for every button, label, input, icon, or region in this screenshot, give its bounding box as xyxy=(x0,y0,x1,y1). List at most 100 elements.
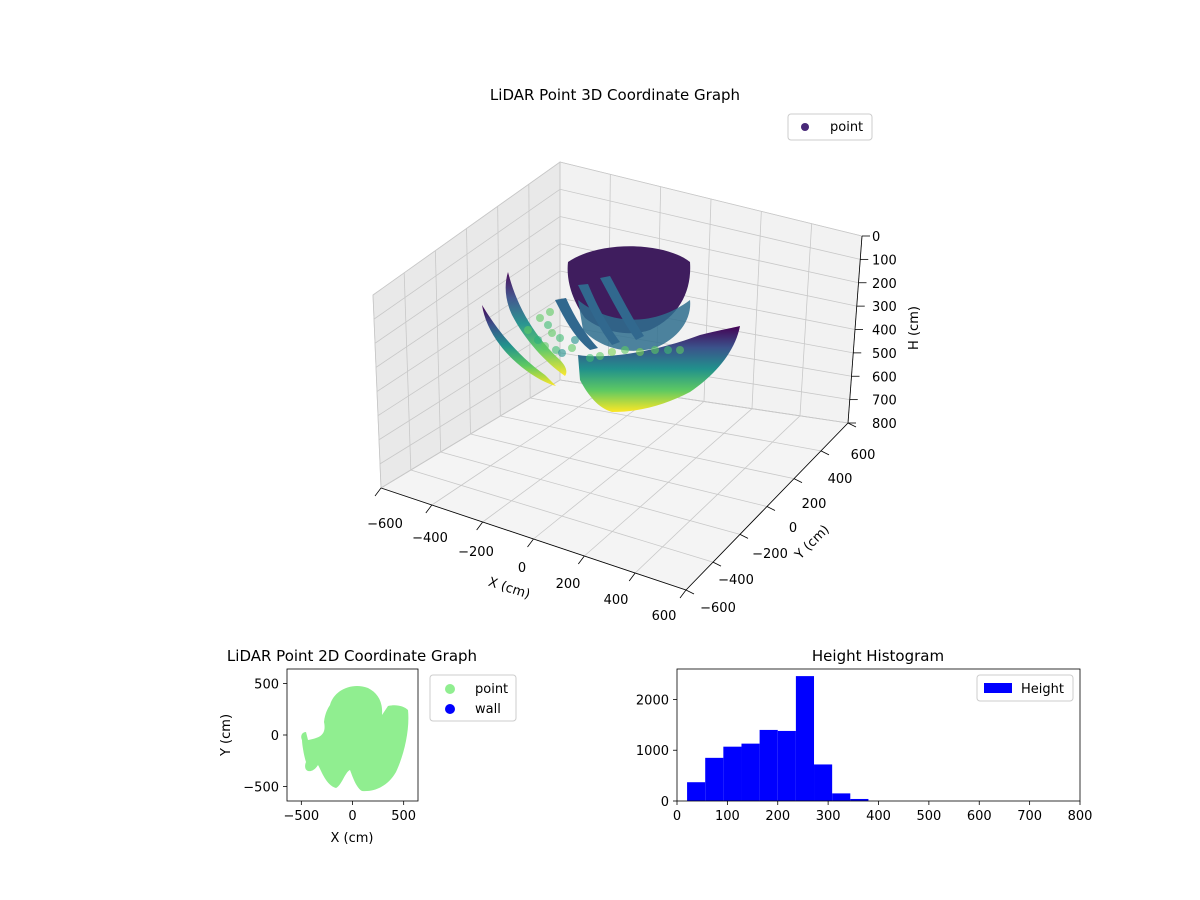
legend-2d: point wall xyxy=(429,674,517,722)
legend-3d: point xyxy=(787,113,873,141)
histogram-bars xyxy=(687,676,869,801)
x-tick-3d xyxy=(374,487,382,497)
y-tick-label-3d: 600 xyxy=(851,448,876,463)
histogram-title: Height Histogram xyxy=(812,647,944,665)
y-tick-3d xyxy=(685,589,695,595)
point-cloud-2d xyxy=(301,685,409,792)
legend-hist-label: Height xyxy=(1021,682,1064,697)
y-axis-label-3d: Y (cm) xyxy=(792,522,833,563)
y-tick-3d xyxy=(766,506,776,511)
x-tick-3d xyxy=(476,521,483,531)
x-tick-label-3d: 600 xyxy=(652,609,677,624)
scatter-point-3d xyxy=(552,346,560,354)
legend-2d-label-point: point xyxy=(475,682,508,697)
scatter-point-3d xyxy=(524,326,532,334)
histogram-bar xyxy=(777,730,796,801)
scatter-point-3d xyxy=(568,344,576,352)
histogram-bar xyxy=(705,757,724,801)
histogram-bar xyxy=(850,798,869,801)
scatter-point-3d xyxy=(544,321,552,329)
scatter-dots-3d xyxy=(524,308,684,362)
histogram-bar xyxy=(795,676,815,801)
histogram-bar xyxy=(814,764,833,801)
legend-hist-box xyxy=(976,674,1074,702)
histogram-bar xyxy=(832,793,851,801)
y-axis-label-2d: Y (cm) xyxy=(219,714,234,757)
y-tick-label-3d: 400 xyxy=(828,472,853,487)
scatter-point-3d xyxy=(636,348,644,356)
x-tick-label-hist: 600 xyxy=(967,809,992,824)
x-tick-label-2d: 500 xyxy=(391,809,416,824)
legend-3d-marker xyxy=(801,123,809,131)
legend-3d-label: point xyxy=(830,120,863,135)
legend-hist-swatch xyxy=(984,683,1012,693)
scatter-point-3d xyxy=(608,348,616,356)
chart-2d: LiDAR Point 2D Coordinate Graph −500 0 500… xyxy=(219,647,517,846)
legend-2d-marker-point xyxy=(445,684,455,694)
z-axis-label-3d: H (cm) xyxy=(907,306,922,350)
x-tick-label-hist: 0 xyxy=(673,809,681,824)
chart-2d-title: LiDAR Point 2D Coordinate Graph xyxy=(227,647,477,665)
y-tick-label-3d: −600 xyxy=(700,601,736,616)
x-axis-label-3d: X (cm) xyxy=(486,575,532,603)
chart-histogram: Height Histogram 0 100 200 300 400 500 600 700 8… xyxy=(636,647,1093,824)
scatter-point-3d xyxy=(556,334,564,342)
scatter-point-3d xyxy=(548,329,556,337)
y-tick-label-3d: −400 xyxy=(718,573,754,588)
scatter-point-3d xyxy=(664,346,672,354)
histogram-bar xyxy=(723,746,742,801)
x-tick-label-3d: 200 xyxy=(556,577,581,592)
scatter-point-3d xyxy=(586,354,594,362)
x-tick-label-hist: 700 xyxy=(1017,809,1042,824)
x-tick-label-2d: 0 xyxy=(348,809,356,824)
chart-3d-title: LiDAR Point 3D Coordinate Graph xyxy=(490,86,740,104)
x-tick-3d xyxy=(527,538,534,548)
legend-2d-marker-wall xyxy=(445,704,455,714)
scatter-point-3d xyxy=(676,346,684,354)
scatter-point-3d xyxy=(621,346,629,354)
scatter-point-3d xyxy=(541,342,549,350)
left-arcs-2 xyxy=(505,272,567,376)
z-tick-label-3d: 600 xyxy=(872,370,897,385)
ticks-histogram: 0 100 200 300 400 500 600 700 800 0 1000 2000 xyxy=(636,693,1093,824)
z-tick-label-3d: 200 xyxy=(872,277,897,292)
y-tick-label-2d: 0 xyxy=(271,729,279,744)
chart-3d: LiDAR Point 3D Coordinate Graph −600 −400… xyxy=(367,86,922,624)
front-curtain xyxy=(578,326,740,412)
x-tick-label-3d: −400 xyxy=(412,531,448,546)
scatter-point-3d xyxy=(536,314,544,322)
x-tick-label-hist: 200 xyxy=(765,809,790,824)
z-tick-label-3d: 300 xyxy=(872,300,897,315)
point-cloud-3d xyxy=(482,246,740,412)
scatter-point-3d xyxy=(596,352,604,360)
y-tick-label-2d: 500 xyxy=(254,677,279,692)
scatter-point-3d xyxy=(651,346,659,354)
x-tick-label-3d: 400 xyxy=(604,593,629,608)
ticks-2d: −500 0 500 −500 0 500 xyxy=(243,677,416,824)
x-tick-label-hist: 500 xyxy=(916,809,941,824)
scatter-point-3d xyxy=(558,349,566,357)
histogram-bar xyxy=(687,782,706,801)
scatter-point-3d xyxy=(571,336,579,344)
legend-histogram: Height xyxy=(976,674,1074,702)
z-tick-label-3d: 100 xyxy=(872,253,897,268)
y-tick-label-2d: −500 xyxy=(243,781,279,796)
histogram-bar xyxy=(741,743,760,801)
x-tick-3d xyxy=(679,589,687,599)
y-tick-3d xyxy=(793,478,803,484)
z-tick-label-3d: 500 xyxy=(872,347,897,362)
x-tick-label-3d: −600 xyxy=(367,517,403,532)
x-tick-label-hist: 300 xyxy=(816,809,841,824)
z-tick-label-3d: 700 xyxy=(872,394,897,409)
ticks-3d: −600−400−2000200400600−600−400−200020040… xyxy=(367,230,897,624)
x-tick-label-hist: 400 xyxy=(866,809,891,824)
z-tick-label-3d: 800 xyxy=(872,417,897,432)
y-tick-label-3d: 0 xyxy=(789,521,797,536)
x-tick-label-hist: 800 xyxy=(1068,809,1093,824)
scatter-point-3d xyxy=(534,336,542,344)
y-tick-label-3d: −200 xyxy=(752,547,788,562)
y-tick-3d xyxy=(739,533,749,539)
y-tick-label-hist: 1000 xyxy=(636,744,669,759)
x-tick-3d xyxy=(578,555,585,565)
legend-2d-label-wall: wall xyxy=(475,702,501,717)
